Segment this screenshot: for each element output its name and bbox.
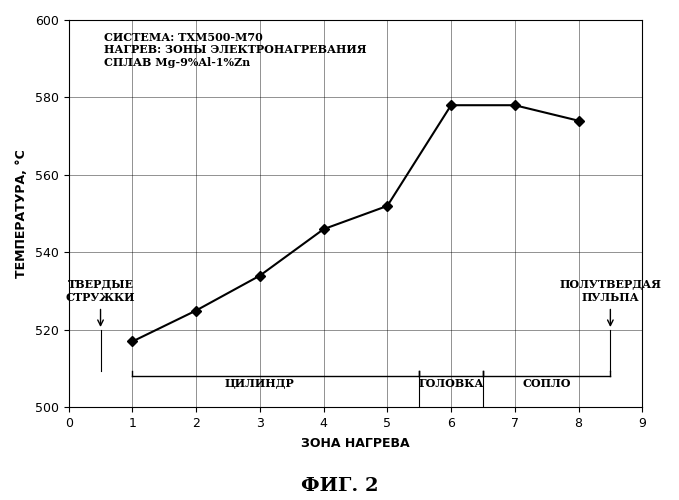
Text: СИСТЕМА: ТХМ500-М70
НАГРЕВ: ЗОНЫ ЭЛЕКТРОНАГРЕВАНИЯ
СПЛАВ Mg-9%Al-1%Zn: СИСТЕМА: ТХМ500-М70 НАГРЕВ: ЗОНЫ ЭЛЕКТРО… — [104, 32, 367, 68]
X-axis label: ЗОНА НАГРЕВА: ЗОНА НАГРЕВА — [301, 437, 409, 450]
Y-axis label: ТЕМПЕРАТУРА, °С: ТЕМПЕРАТУРА, °С — [15, 150, 28, 278]
Text: ФИГ. 2: ФИГ. 2 — [301, 477, 378, 495]
Text: СОПЛО: СОПЛО — [522, 378, 571, 388]
Text: ТВЕРДЫЕ
СТРУЖКИ: ТВЕРДЫЕ СТРУЖКИ — [66, 279, 135, 303]
Text: ГОЛОВКА: ГОЛОВКА — [418, 378, 483, 388]
Text: ПОЛУТВЕРДАЯ
ПУЛЬПА: ПОЛУТВЕРДАЯ ПУЛЬПА — [559, 279, 661, 303]
Text: ЦИЛИНДР: ЦИЛИНДР — [225, 378, 295, 388]
